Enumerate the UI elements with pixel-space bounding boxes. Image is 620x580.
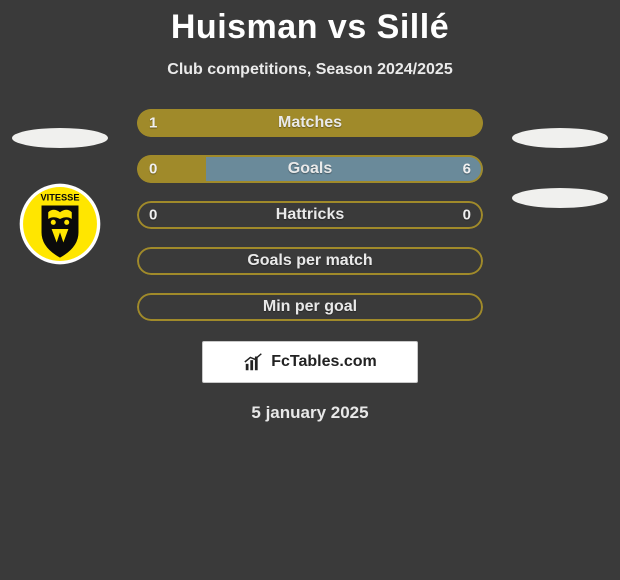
- snapshot-date: 5 january 2025: [0, 403, 620, 423]
- player-left-column: VITESSE: [12, 128, 108, 266]
- bar-label: Min per goal: [263, 298, 357, 316]
- page-title: Huisman vs Sillé: [0, 0, 620, 47]
- svg-text:VITESSE: VITESSE: [40, 192, 79, 202]
- player-right-column: [512, 128, 608, 208]
- watermark: FcTables.com: [202, 341, 418, 383]
- bar-fill-left: [137, 155, 206, 183]
- comparison-bars: 1 Matches 0 6 Goals 0 0 Hattricks Goals per matc…: [137, 109, 483, 321]
- bar-value-right: 0: [463, 207, 471, 224]
- stat-bar: 0 6 Goals: [137, 155, 483, 183]
- bar-value-left: 0: [149, 207, 157, 224]
- stat-bar: Min per goal: [137, 293, 483, 321]
- club-badge-right-placeholder: [512, 188, 608, 208]
- chart-icon: [243, 351, 265, 373]
- bar-fill-right: [206, 155, 483, 183]
- page-subtitle: Club competitions, Season 2024/2025: [0, 61, 620, 79]
- bar-label: Hattricks: [276, 206, 344, 224]
- stat-bar: Goals per match: [137, 247, 483, 275]
- stat-bar: 0 0 Hattricks: [137, 201, 483, 229]
- bar-label: Goals per match: [247, 252, 372, 270]
- bar-value-right: 6: [463, 161, 471, 178]
- club-badge-left: VITESSE: [18, 182, 102, 266]
- bar-label: Goals: [288, 160, 332, 178]
- bar-label: Matches: [278, 114, 342, 132]
- player-left-avatar-placeholder: [12, 128, 108, 148]
- player-right-avatar-placeholder: [512, 128, 608, 148]
- bar-value-left: 0: [149, 161, 157, 178]
- stat-bar: 1 Matches: [137, 109, 483, 137]
- watermark-text: FcTables.com: [271, 353, 377, 371]
- bar-value-left: 1: [149, 115, 157, 132]
